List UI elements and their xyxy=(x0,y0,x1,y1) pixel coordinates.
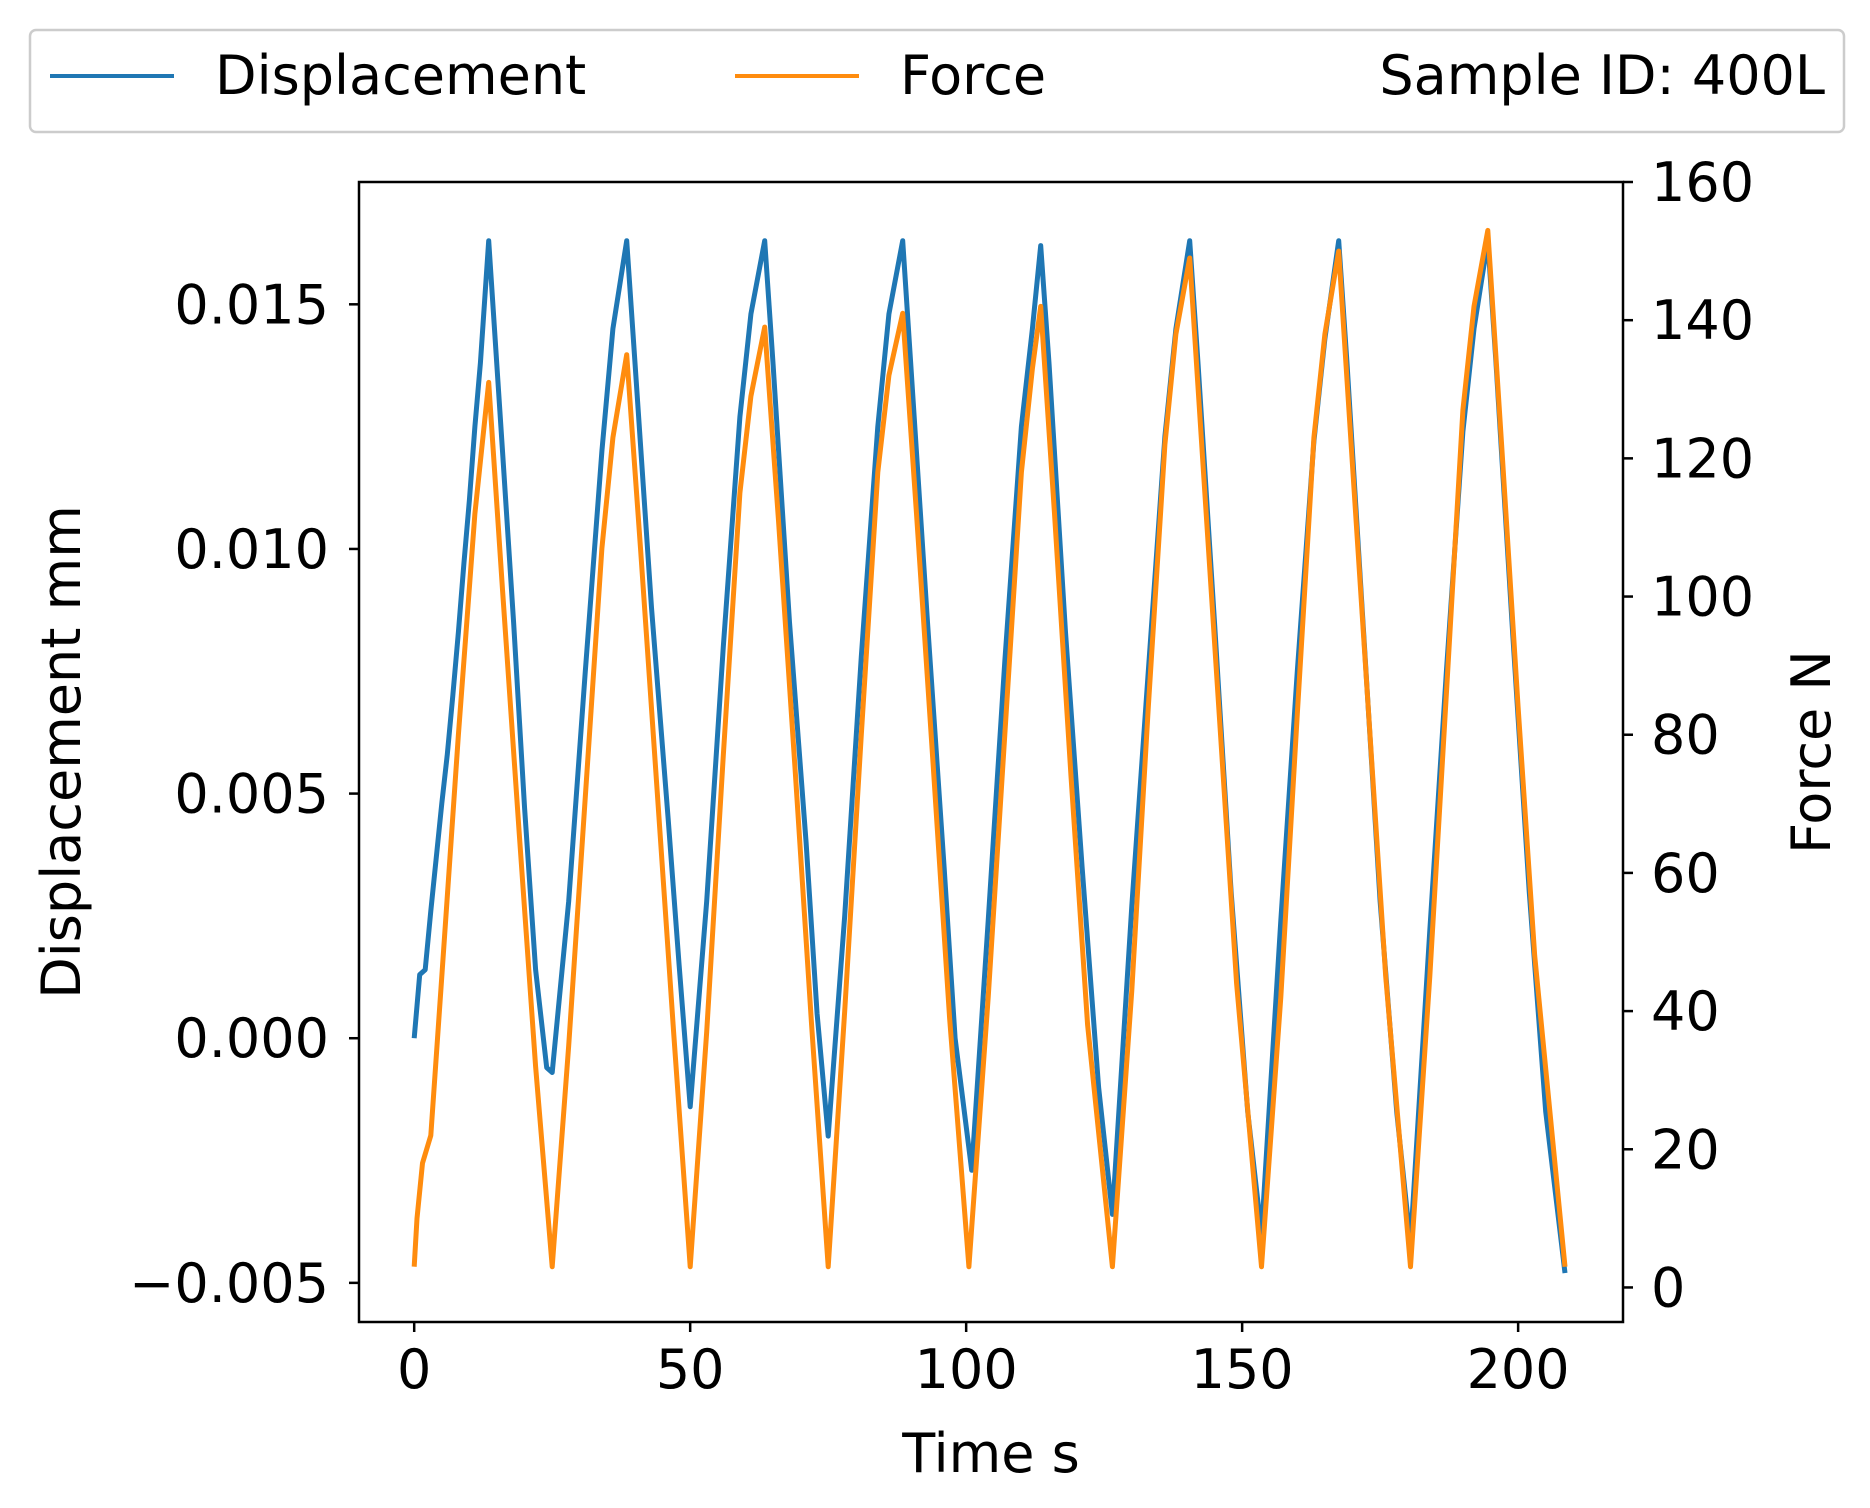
left-y-tick-label: 0.010 xyxy=(174,518,329,581)
left-y-tick-label: −0.005 xyxy=(129,1252,329,1315)
x-tick-label: 50 xyxy=(656,1338,725,1401)
legend-sample-id: Sample ID: 400L xyxy=(1379,44,1825,107)
legend: Displacement Force Sample ID: 400L xyxy=(28,28,1846,134)
left-y-axis-label: Displacement mm xyxy=(30,505,93,999)
left-y-axis-ticks: −0.005 0.000 0.005 0.010 0.015 xyxy=(129,273,359,1315)
left-y-tick-label: 0.005 xyxy=(174,763,329,826)
right-y-tick-label: 80 xyxy=(1651,704,1720,767)
x-tick-label: 150 xyxy=(1191,1338,1294,1401)
x-axis-label: Time s xyxy=(901,1422,1079,1485)
right-y-tick-label: 0 xyxy=(1651,1256,1685,1319)
x-axis-ticks: 0 50 100 150 200 xyxy=(397,1322,1570,1401)
right-y-tick-label: 40 xyxy=(1651,980,1720,1043)
x-tick-label: 200 xyxy=(1467,1338,1570,1401)
left-y-tick-label: 0.000 xyxy=(174,1007,329,1070)
right-y-axis-ticks: 0 20 40 60 80 100 120 140 160 xyxy=(1623,151,1754,1319)
right-y-tick-label: 100 xyxy=(1651,566,1754,629)
right-y-tick-label: 140 xyxy=(1651,289,1754,352)
series-layer xyxy=(411,227,1568,1274)
legend-box xyxy=(28,28,1846,134)
right-y-tick-label: 20 xyxy=(1651,1118,1720,1181)
left-y-tick-label: 0.015 xyxy=(174,273,329,336)
legend-label-force: Force xyxy=(900,44,1046,107)
right-y-axis-label: Force N xyxy=(1780,650,1843,854)
x-tick-label: 0 xyxy=(397,1338,431,1401)
x-tick-label: 100 xyxy=(915,1338,1018,1401)
force-line xyxy=(411,227,1568,1270)
plot-area-frame xyxy=(357,180,1625,1324)
right-y-tick-label: 120 xyxy=(1651,427,1754,490)
legend-label-displacement: Displacement xyxy=(215,44,586,107)
right-y-tick-label: 160 xyxy=(1651,151,1754,214)
right-y-tick-label: 60 xyxy=(1651,842,1720,905)
